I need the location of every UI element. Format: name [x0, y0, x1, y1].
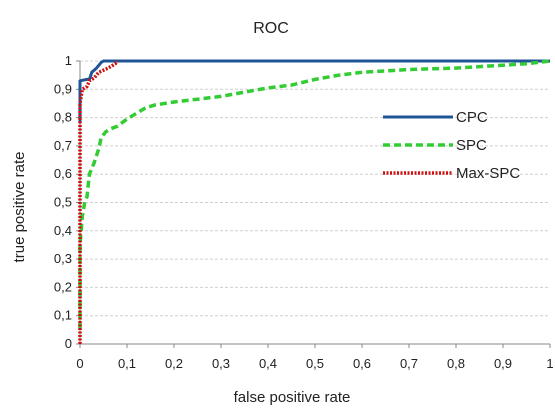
y-axis-label: true positive rate: [11, 152, 28, 263]
x-tick-label: 0,9: [494, 356, 512, 371]
x-tick-label: 0,3: [212, 356, 230, 371]
y-tick-label: 0,9: [54, 81, 72, 96]
y-tick-labels: 0 0,1 0,2 0,3 0,4 0,5 0,6 0,7 0,8 0,9 1: [54, 53, 72, 351]
legend-label: Max-SPC: [456, 165, 520, 182]
chart-title: ROC: [253, 20, 289, 37]
y-tick-label: 0,6: [54, 166, 72, 181]
y-tick-label: 0: [65, 336, 72, 351]
legend-label: CPC: [456, 109, 488, 126]
y-tick-label: 0,7: [54, 138, 72, 153]
x-tick-labels: 0 0,1 0,2 0,3 0,4 0,5 0,6 0,7 0,8 0,9 1: [76, 356, 553, 371]
y-tick-label: 0,1: [54, 308, 72, 323]
series-line-spc: [78, 59, 551, 330]
x-tick-label: 0,8: [447, 356, 465, 371]
y-tick-label: 0,3: [54, 251, 72, 266]
y-tick-label: 1: [65, 53, 72, 68]
x-tick-label: 0,4: [259, 356, 277, 371]
x-tick-label: 0,6: [353, 356, 371, 371]
x-tick-label: 1: [546, 356, 553, 371]
series-lines: [78, 59, 551, 344]
x-tick-label: 0,1: [118, 356, 136, 371]
y-tick-label: 0,8: [54, 110, 72, 125]
y-tick-label: 0,5: [54, 195, 72, 210]
legend-label: SPC: [456, 137, 487, 154]
grid: [76, 60, 551, 348]
x-tick-label: 0,7: [400, 356, 418, 371]
x-tick-label: 0,2: [165, 356, 183, 371]
x-axis-label: false positive rate: [234, 389, 351, 406]
legend: CPC SPC Max-SPC: [383, 109, 520, 182]
x-tick-label: 0,5: [306, 356, 324, 371]
series-line-cpc: [78, 59, 550, 124]
y-tick-label: 0,4: [54, 223, 72, 238]
x-tick-label: 0: [76, 356, 83, 371]
y-tick-label: 0,2: [54, 279, 72, 294]
